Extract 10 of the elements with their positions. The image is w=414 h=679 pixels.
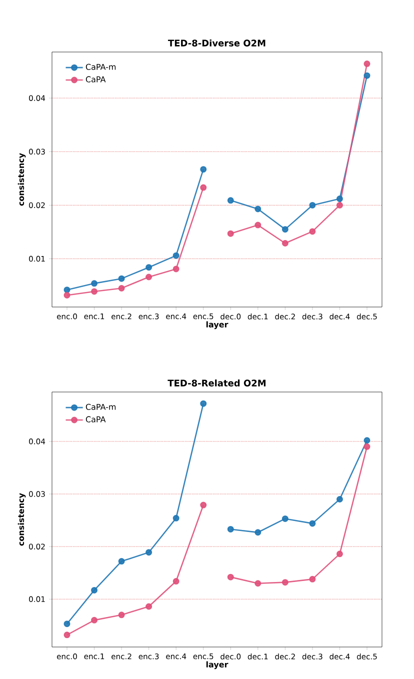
legend-label: CaPA [86,416,106,422]
y-axis-title: consistency [18,153,26,206]
chart-title: TED-8-Diverse O2M [168,40,266,46]
legend-label: CaPA-m [86,404,116,410]
x-axis-title: layer [206,661,228,670]
chart-title: TED-8-Related O2M [168,380,266,386]
legend-label: CaPA [86,76,106,82]
legend-label: CaPA-m [86,64,116,70]
y-axis-title: consistency [18,493,26,546]
x-axis-title: layer [206,321,228,330]
